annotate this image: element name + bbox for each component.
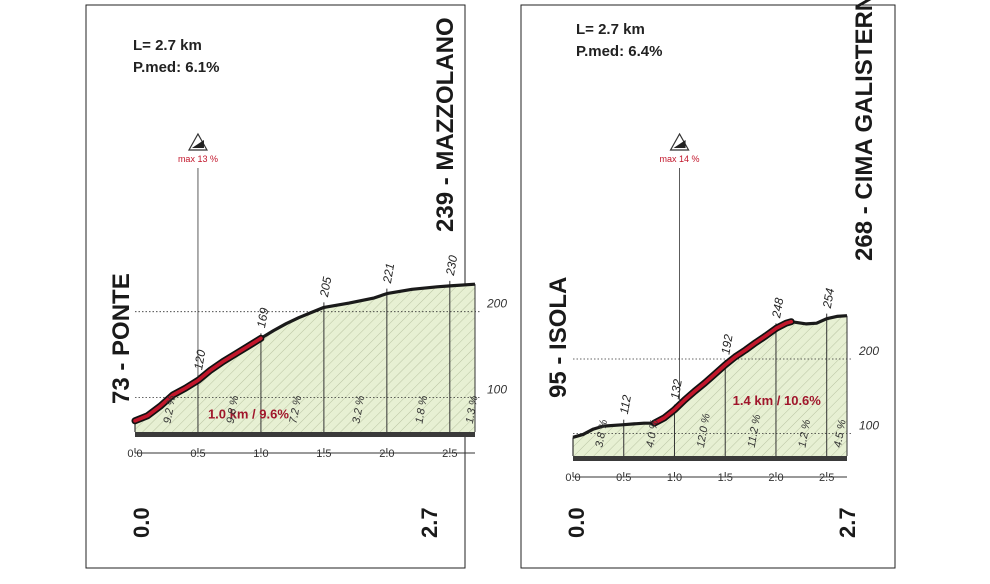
km-tick-label: 0.5: [616, 472, 631, 484]
base-strip: [573, 456, 847, 461]
start-elevation-label: 73 - PONTE: [108, 273, 135, 404]
point-elevation-label: 205: [317, 275, 334, 298]
end-elevation-label: 239 - MAZZOLANO: [432, 17, 459, 232]
reference-label-200: 200: [486, 297, 507, 311]
average-gradient: P.med: 6.1%: [133, 59, 219, 76]
average-gradient: P.med: 6.4%: [576, 43, 662, 60]
gradient-label: 3.2 %: [351, 395, 368, 425]
end-km-label: 2.7: [417, 507, 442, 538]
steep-segment-label: 1.4 km / 10.6%: [733, 393, 822, 408]
gradient-label: 11.2 %: [746, 413, 764, 448]
panel-frame: [520, 4, 896, 569]
end-elevation-label: 268 - CIMA GALISTERNA: [851, 0, 878, 261]
gradient-label: 1.3 %: [464, 395, 481, 425]
profile-area: [573, 315, 847, 456]
gradient-label: 1.2 %: [796, 419, 813, 449]
point-elevation-label: 132: [668, 378, 685, 400]
point-elevation-label: 221: [380, 262, 397, 285]
km-tick-label: 1.0: [667, 472, 682, 484]
profile-area: [135, 284, 475, 432]
point-elevation-label: 230: [443, 254, 460, 277]
gradient-label: 3.8 %: [594, 419, 611, 449]
gradient-label: 12.0 %: [695, 412, 713, 448]
km-tick-label: 2.0: [379, 448, 394, 460]
gradient-label: 7.2 %: [288, 395, 305, 425]
gradient-label: 4.0 %: [644, 419, 661, 449]
point-elevation-label: 120: [191, 348, 208, 370]
steep-segment-line: [133, 336, 263, 423]
km-tick-label: 2.5: [442, 448, 457, 460]
point-elevation-label: 254: [820, 287, 837, 310]
point-elevation-label: 169: [254, 306, 271, 328]
point-elevation-label: 192: [718, 333, 735, 355]
max-gradient-label: max 14 %: [660, 154, 700, 164]
km-tick-label: 0.0: [127, 448, 142, 460]
steep-segment-line: [652, 319, 793, 425]
km-tick-label: 2.0: [768, 472, 783, 484]
gradient-label: 4.5 %: [832, 419, 849, 449]
gradient-label: 9.8 %: [225, 395, 242, 425]
km-tick-label: 1.0: [253, 448, 268, 460]
start-km-label: 0.0: [129, 507, 154, 538]
km-tick-label: 1.5: [316, 448, 331, 460]
climb-length: L= 2.7 km: [576, 21, 645, 38]
reference-label-200: 200: [858, 344, 879, 358]
point-elevation-label: 112: [617, 394, 634, 416]
gradient-label: 1.8 %: [413, 395, 430, 425]
reference-label-100: 100: [487, 383, 507, 397]
max-gradient-icon-fill: [673, 140, 686, 148]
climb-length: L= 2.7 km: [133, 37, 202, 54]
km-tick-label: 0.0: [565, 472, 580, 484]
end-km-label: 2.7: [835, 507, 860, 538]
reference-label-100: 100: [859, 419, 879, 433]
start-km-label: 0.0: [564, 507, 589, 538]
max-gradient-icon-fill: [191, 140, 204, 148]
km-tick-label: 2.5: [819, 472, 834, 484]
km-tick-label: 1.5: [718, 472, 733, 484]
base-strip: [135, 432, 475, 437]
point-elevation-label: 248: [769, 296, 786, 319]
steep-segment-label: 1.0 km / 9.6%: [208, 406, 289, 421]
gradient-label: 9.2 %: [162, 395, 179, 425]
start-elevation-label: 95 - ISOLA: [545, 277, 572, 398]
max-gradient-label: max 13 %: [178, 154, 218, 164]
km-tick-label: 0.5: [190, 448, 205, 460]
